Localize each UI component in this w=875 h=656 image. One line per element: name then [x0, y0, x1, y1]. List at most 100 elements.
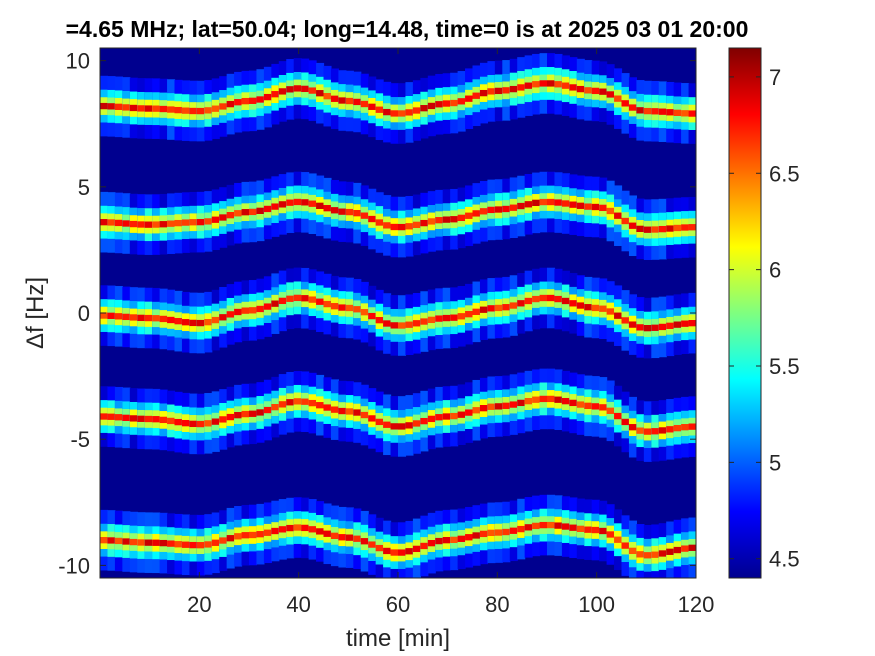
heat-cell	[390, 110, 399, 117]
heat-cell	[301, 524, 310, 532]
heat-cell	[226, 413, 235, 421]
heat-cell	[181, 107, 190, 114]
heat-cell	[457, 535, 466, 542]
heat-cell	[137, 539, 146, 546]
heat-cell	[345, 97, 354, 105]
heat-cell	[502, 528, 511, 536]
heat-cell	[628, 424, 637, 431]
heat-cell	[487, 529, 496, 537]
y-tick-label: 0	[78, 301, 90, 326]
heat-cell	[100, 537, 109, 544]
heat-cell	[129, 538, 138, 546]
heat-cell	[681, 224, 690, 231]
heat-cell	[494, 529, 503, 536]
heat-cell	[167, 540, 176, 547]
heat-cell	[345, 304, 354, 312]
heat-cell	[614, 536, 623, 543]
heat-cell	[636, 427, 645, 434]
heat-cell	[666, 225, 675, 232]
heat-cell	[368, 541, 377, 548]
heat-cell	[621, 542, 630, 549]
heat-cell	[457, 98, 466, 105]
heat-cell	[100, 312, 109, 319]
heat-cell	[323, 93, 332, 100]
heat-cell	[599, 527, 608, 535]
heat-cell	[286, 399, 295, 406]
heat-cell	[412, 107, 421, 114]
heat-cell	[591, 526, 600, 534]
colorbar-tick-label: 4.5	[769, 547, 800, 572]
heat-cell	[159, 539, 168, 547]
heat-cell	[159, 221, 168, 228]
heat-cell	[666, 109, 675, 116]
heat-cell	[353, 535, 362, 542]
heat-cell	[427, 316, 436, 324]
heat-cell	[174, 318, 183, 325]
heat-cell	[122, 313, 131, 321]
heat-cell	[219, 103, 228, 110]
heat-cell	[167, 106, 176, 113]
heat-cell	[129, 220, 138, 228]
heat-cell	[338, 534, 347, 541]
heat-cell	[189, 420, 198, 428]
heat-cell	[122, 538, 131, 545]
heat-cell	[561, 523, 570, 530]
heat-cell	[643, 324, 652, 332]
heat-cell	[375, 418, 384, 426]
heat-cell	[576, 302, 585, 309]
heat-cell	[457, 214, 466, 221]
heat-cell	[181, 420, 190, 427]
heat-cell	[591, 403, 600, 410]
heat-cell	[286, 524, 295, 532]
x-tick-label: 120	[678, 592, 715, 617]
heat-cell	[390, 549, 399, 556]
heat-cell	[256, 409, 265, 416]
heat-cell	[152, 315, 161, 322]
heat-cell	[241, 410, 250, 418]
heat-cell	[479, 306, 488, 313]
heat-cell	[330, 532, 339, 539]
heat-cell	[539, 80, 548, 87]
heat-cell	[420, 542, 429, 550]
heat-cell	[651, 551, 660, 558]
heat-cell	[278, 201, 287, 208]
heat-cell	[606, 207, 615, 215]
heat-cell	[174, 219, 183, 227]
heat-cell	[129, 104, 138, 112]
heat-cell	[532, 396, 541, 403]
heat-cell	[122, 414, 131, 421]
heat-cell	[509, 85, 518, 93]
heat-cell	[539, 294, 548, 302]
heat-cell	[405, 223, 414, 230]
heat-cell	[263, 205, 272, 213]
heat-cell	[144, 221, 153, 228]
heat-cell	[301, 398, 310, 405]
heat-cell	[435, 101, 444, 108]
heat-cell	[293, 198, 302, 206]
heat-cell	[301, 85, 310, 93]
heat-cell	[442, 216, 451, 223]
heat-cell	[122, 220, 131, 227]
heat-cell	[204, 420, 213, 427]
heat-cell	[576, 85, 585, 93]
heat-cell	[360, 538, 369, 545]
y-tick-label: 5	[78, 175, 90, 200]
heat-cell	[673, 321, 682, 328]
heat-cell	[114, 414, 123, 421]
heat-cell	[576, 525, 585, 532]
heat-cell	[211, 418, 220, 425]
heat-cell	[584, 203, 593, 210]
heat-cell	[628, 321, 637, 328]
heat-cell	[509, 302, 518, 309]
heat-cell	[323, 300, 332, 308]
heat-cell	[345, 408, 354, 415]
heat-cell	[599, 305, 608, 312]
heat-cell	[524, 297, 533, 305]
heat-cell	[338, 97, 347, 104]
heat-cell	[204, 107, 213, 114]
heat-cell	[494, 403, 503, 410]
heat-cell	[263, 303, 272, 310]
heat-cell	[152, 221, 161, 228]
heat-cell	[673, 224, 682, 232]
heat-cell	[219, 416, 228, 423]
